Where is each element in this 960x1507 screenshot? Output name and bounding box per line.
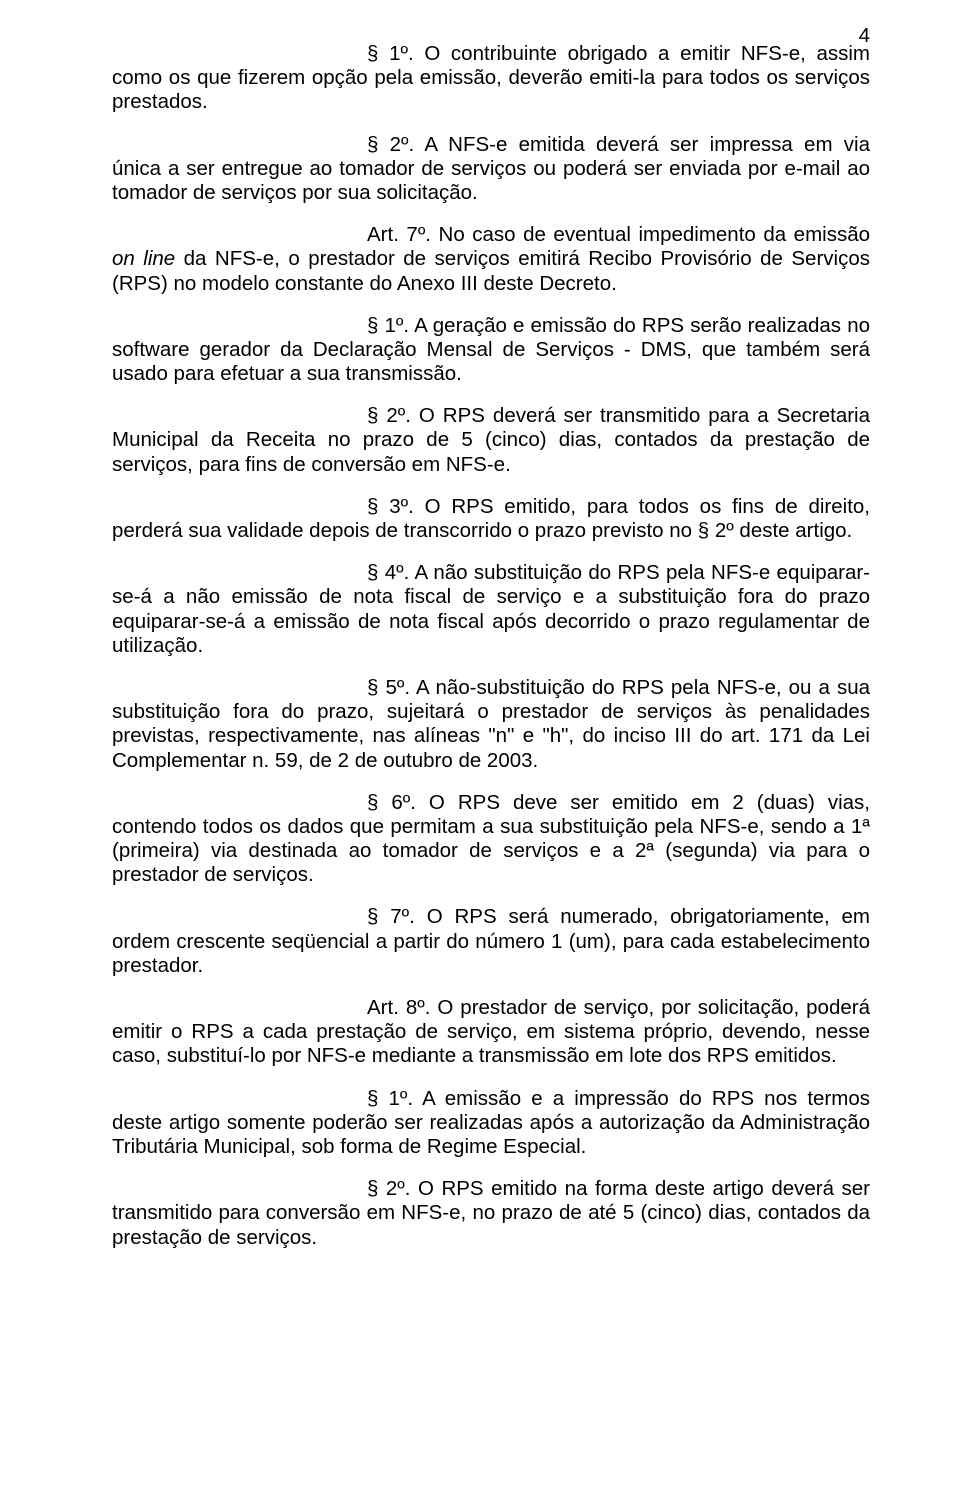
paragraph: § 7º. O RPS será numerado, obrigatoriame… <box>112 905 870 978</box>
paragraph-text: § 2º. O RPS emitido na forma deste artig… <box>112 1177 870 1248</box>
page-number: 4 <box>859 24 870 48</box>
paragraph: § 2º. A NFS-e emitida deverá ser impress… <box>112 133 870 206</box>
paragraph: § 6º. O RPS deve ser emitido em 2 (duas)… <box>112 791 870 888</box>
paragraph: § 1º. A emissão e a impressão do RPS nos… <box>112 1087 870 1160</box>
paragraph-text: Art. 8º. O prestador de serviço, por sol… <box>112 996 870 1067</box>
paragraph-text: § 6º. O RPS deve ser emitido em 2 (duas)… <box>112 791 870 887</box>
paragraph-text: da NFS-e, o prestador de serviços emitir… <box>112 247 870 294</box>
body-content: § 1º. O contribuinte obrigado a emitir N… <box>112 42 870 1250</box>
paragraph-text: § 1º. O contribuinte obrigado a emitir N… <box>112 42 870 113</box>
paragraph: § 4º. A não substituição do RPS pela NFS… <box>112 561 870 658</box>
paragraph-text: Art. 7º. No caso de eventual impedimento… <box>367 223 870 246</box>
document-page: 4 § 1º. O contribuinte obrigado a emitir… <box>0 0 960 1507</box>
paragraph-text: § 1º. A geração e emissão do RPS serão r… <box>112 314 870 385</box>
paragraph: Art. 7º. No caso de eventual impedimento… <box>112 223 870 296</box>
paragraph: § 2º. O RPS deverá ser transmitido para … <box>112 404 870 477</box>
paragraph-text: § 3º. O RPS emitido, para todos os fins … <box>112 495 870 542</box>
paragraph-text: § 5º. A não-substituição do RPS pela NFS… <box>112 676 870 772</box>
paragraph-text: § 2º. A NFS-e emitida deverá ser impress… <box>112 133 870 204</box>
paragraph: Art. 8º. O prestador de serviço, por sol… <box>112 996 870 1069</box>
paragraph-italic: on line <box>112 247 175 270</box>
paragraph-text: § 4º. A não substituição do RPS pela NFS… <box>112 561 870 657</box>
paragraph: § 1º. O contribuinte obrigado a emitir N… <box>112 42 870 115</box>
paragraph-text: § 2º. O RPS deverá ser transmitido para … <box>112 404 870 475</box>
paragraph-text: § 7º. O RPS será numerado, obrigatoriame… <box>112 905 870 976</box>
paragraph: § 3º. O RPS emitido, para todos os fins … <box>112 495 870 543</box>
paragraph: § 1º. A geração e emissão do RPS serão r… <box>112 314 870 387</box>
paragraph: § 2º. O RPS emitido na forma deste artig… <box>112 1177 870 1250</box>
paragraph: § 5º. A não-substituição do RPS pela NFS… <box>112 676 870 773</box>
paragraph-text: § 1º. A emissão e a impressão do RPS nos… <box>112 1087 870 1158</box>
